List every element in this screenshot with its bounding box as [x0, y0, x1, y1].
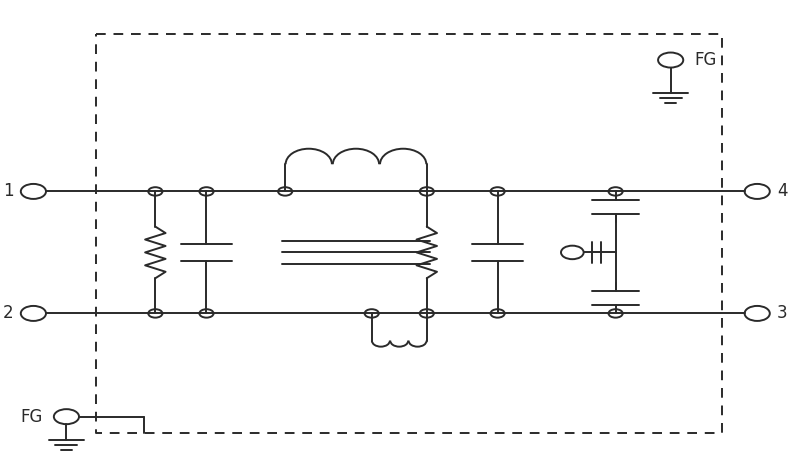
Text: FG: FG: [694, 51, 717, 69]
Text: 3: 3: [777, 304, 788, 322]
Text: 1: 1: [3, 182, 13, 201]
Text: 4: 4: [777, 182, 788, 201]
Text: 2: 2: [3, 304, 13, 322]
Text: FG: FG: [21, 408, 43, 426]
